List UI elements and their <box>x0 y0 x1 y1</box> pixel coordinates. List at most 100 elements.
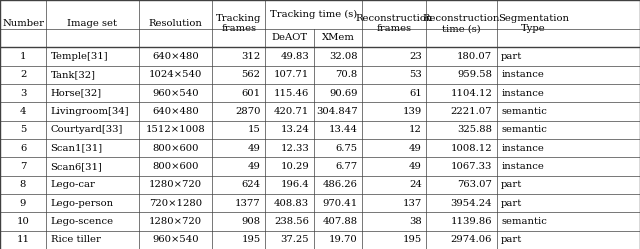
Text: 800×600: 800×600 <box>152 162 199 171</box>
Text: 49: 49 <box>248 144 260 153</box>
Text: 49: 49 <box>409 144 422 153</box>
Text: 2: 2 <box>20 70 26 79</box>
Text: Tracking
frames: Tracking frames <box>216 14 261 33</box>
Text: 37.25: 37.25 <box>280 235 309 244</box>
Text: 19.70: 19.70 <box>329 235 358 244</box>
Text: 1: 1 <box>20 52 26 61</box>
Text: 408.83: 408.83 <box>274 199 309 208</box>
Text: 1280×720: 1280×720 <box>149 217 202 226</box>
Text: 137: 137 <box>403 199 422 208</box>
Text: 90.69: 90.69 <box>329 89 358 98</box>
Text: 1067.33: 1067.33 <box>451 162 492 171</box>
Text: instance: instance <box>501 144 544 153</box>
Text: part: part <box>501 199 522 208</box>
Text: 908: 908 <box>241 217 260 226</box>
Text: 325.88: 325.88 <box>457 125 492 134</box>
Text: Image set: Image set <box>67 19 118 28</box>
Text: 10.29: 10.29 <box>280 162 309 171</box>
Text: Reconstruction
frames: Reconstruction frames <box>356 14 433 33</box>
Text: 624: 624 <box>241 180 260 189</box>
Text: 763.07: 763.07 <box>458 180 492 189</box>
Text: 1280×720: 1280×720 <box>149 180 202 189</box>
Text: Resolution: Resolution <box>148 19 203 28</box>
Text: 238.56: 238.56 <box>275 217 309 226</box>
Text: Courtyard[33]: Courtyard[33] <box>51 125 123 134</box>
Text: 49: 49 <box>248 162 260 171</box>
Text: 407.88: 407.88 <box>323 217 358 226</box>
Text: 13.44: 13.44 <box>329 125 358 134</box>
Text: 959.58: 959.58 <box>457 70 492 79</box>
Text: 38: 38 <box>409 217 422 226</box>
Text: XMem: XMem <box>321 33 355 43</box>
Text: 6.77: 6.77 <box>335 162 358 171</box>
Text: 970.41: 970.41 <box>323 199 358 208</box>
Text: part: part <box>501 180 522 189</box>
Text: 180.07: 180.07 <box>457 52 492 61</box>
Text: 10: 10 <box>17 217 29 226</box>
Text: 2974.06: 2974.06 <box>451 235 492 244</box>
Text: Lego-car: Lego-car <box>51 180 95 189</box>
Text: Reconstruction
time (s): Reconstruction time (s) <box>423 14 500 33</box>
Text: Tank[32]: Tank[32] <box>51 70 95 79</box>
Text: DeAOT: DeAOT <box>271 33 307 43</box>
Text: Lego-person: Lego-person <box>51 199 114 208</box>
Text: 312: 312 <box>241 52 260 61</box>
Text: 1512×1008: 1512×1008 <box>146 125 205 134</box>
Text: 49: 49 <box>409 162 422 171</box>
Text: 2221.07: 2221.07 <box>451 107 492 116</box>
Text: 12: 12 <box>409 125 422 134</box>
Text: 304.847: 304.847 <box>316 107 358 116</box>
Text: 24: 24 <box>409 180 422 189</box>
Text: 23: 23 <box>409 52 422 61</box>
Text: 6.75: 6.75 <box>335 144 358 153</box>
Text: 1024×540: 1024×540 <box>149 70 202 79</box>
Text: instance: instance <box>501 89 544 98</box>
Text: 61: 61 <box>409 89 422 98</box>
Text: 195: 195 <box>403 235 422 244</box>
Text: 9: 9 <box>20 199 26 208</box>
Text: 13.24: 13.24 <box>280 125 309 134</box>
Text: Tracking time (s): Tracking time (s) <box>270 10 357 19</box>
Text: 1104.12: 1104.12 <box>451 89 492 98</box>
Text: Temple[31]: Temple[31] <box>51 52 108 61</box>
Text: 2870: 2870 <box>235 107 260 116</box>
Text: 8: 8 <box>20 180 26 189</box>
Text: 195: 195 <box>241 235 260 244</box>
Text: 800×600: 800×600 <box>152 144 199 153</box>
Text: 49.83: 49.83 <box>280 52 309 61</box>
Text: instance: instance <box>501 162 544 171</box>
Text: 11: 11 <box>17 235 29 244</box>
Text: 196.4: 196.4 <box>280 180 309 189</box>
Text: Segmentation
Type: Segmentation Type <box>498 14 569 33</box>
Text: Scan6[31]: Scan6[31] <box>51 162 102 171</box>
Text: 960×540: 960×540 <box>152 235 199 244</box>
Text: Lego-scence: Lego-scence <box>51 217 114 226</box>
Text: Scan1[31]: Scan1[31] <box>51 144 102 153</box>
Text: part: part <box>501 52 522 61</box>
Text: 640×480: 640×480 <box>152 107 199 116</box>
Text: 486.26: 486.26 <box>323 180 358 189</box>
Text: 115.46: 115.46 <box>274 89 309 98</box>
Text: 32.08: 32.08 <box>329 52 358 61</box>
Text: 53: 53 <box>409 70 422 79</box>
Text: semantic: semantic <box>501 217 547 226</box>
Text: 3954.24: 3954.24 <box>451 199 492 208</box>
Text: Number: Number <box>2 19 44 28</box>
Text: 1139.86: 1139.86 <box>451 217 492 226</box>
Text: 3: 3 <box>20 89 26 98</box>
Text: part: part <box>501 235 522 244</box>
Text: Livingroom[34]: Livingroom[34] <box>51 107 129 116</box>
Text: Rice tiller: Rice tiller <box>51 235 100 244</box>
Text: Horse[32]: Horse[32] <box>51 89 102 98</box>
Text: 562: 562 <box>241 70 260 79</box>
Text: 1377: 1377 <box>235 199 260 208</box>
Text: semantic: semantic <box>501 125 547 134</box>
Text: 4: 4 <box>20 107 26 116</box>
Text: 70.8: 70.8 <box>335 70 358 79</box>
Text: instance: instance <box>501 70 544 79</box>
Text: 107.71: 107.71 <box>274 70 309 79</box>
Text: 5: 5 <box>20 125 26 134</box>
Text: 1008.12: 1008.12 <box>451 144 492 153</box>
Text: 960×540: 960×540 <box>152 89 199 98</box>
Text: semantic: semantic <box>501 107 547 116</box>
